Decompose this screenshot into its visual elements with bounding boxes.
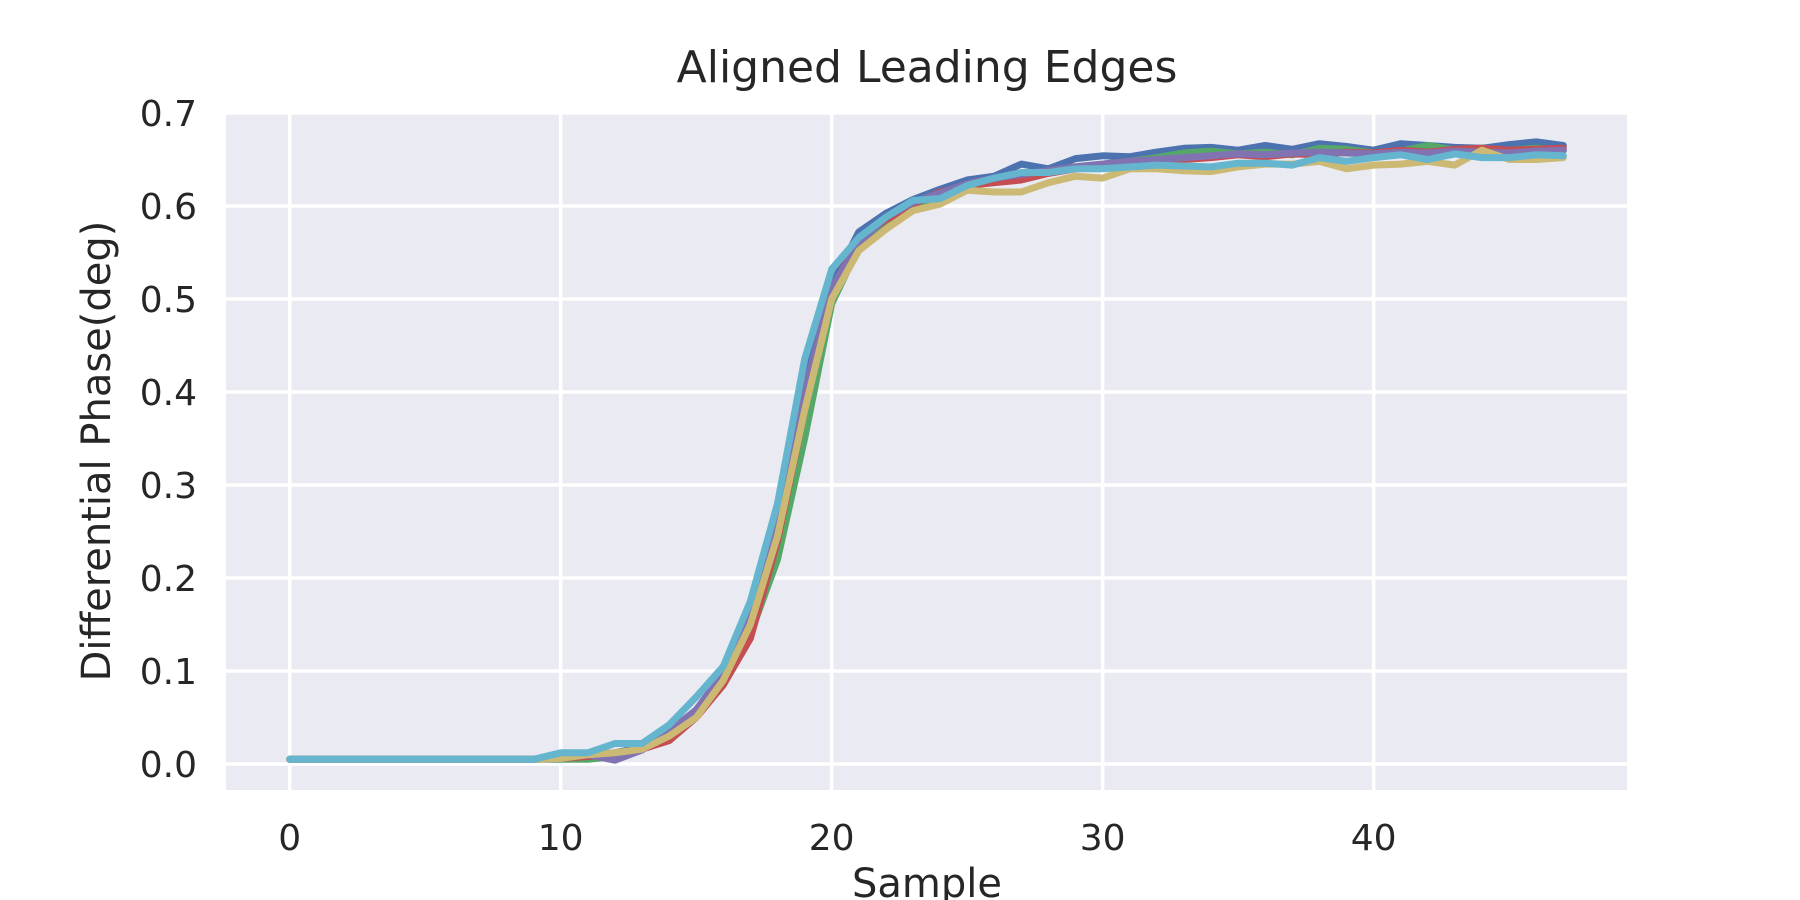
grid-lines (226, 111, 1627, 790)
y-tick-label: 0.7 (140, 94, 197, 135)
plot-area (226, 113, 1627, 790)
y-axis-label: Differential Phase(deg) (74, 221, 120, 682)
x-tick-label: 20 (809, 818, 855, 859)
x-axis-label: Sample (852, 861, 1002, 900)
series-line-6 (286, 150, 1567, 763)
y-tick-labels: 0.0 0.1 0.2 0.3 0.4 0.5 0.6 0.7 (140, 94, 197, 786)
x-tick-labels: 0 10 20 30 40 (278, 818, 1396, 859)
x-tick-label: 40 (1351, 818, 1397, 859)
x-tick-label: 10 (538, 818, 584, 859)
y-tick-label: 0.1 (140, 652, 197, 693)
x-tick-label: 30 (1080, 818, 1126, 859)
y-tick-label: 0.6 (140, 187, 197, 228)
y-tick-label: 0.2 (140, 559, 197, 600)
y-tick-label: 0.4 (140, 373, 197, 414)
series-lines (286, 138, 1567, 764)
y-tick-label: 0.5 (140, 280, 197, 321)
y-tick-label: 0.3 (140, 466, 197, 507)
chart-title: Aligned Leading Edges (677, 42, 1178, 93)
y-tick-label: 0.0 (140, 745, 197, 786)
x-tick-label: 0 (278, 818, 301, 859)
